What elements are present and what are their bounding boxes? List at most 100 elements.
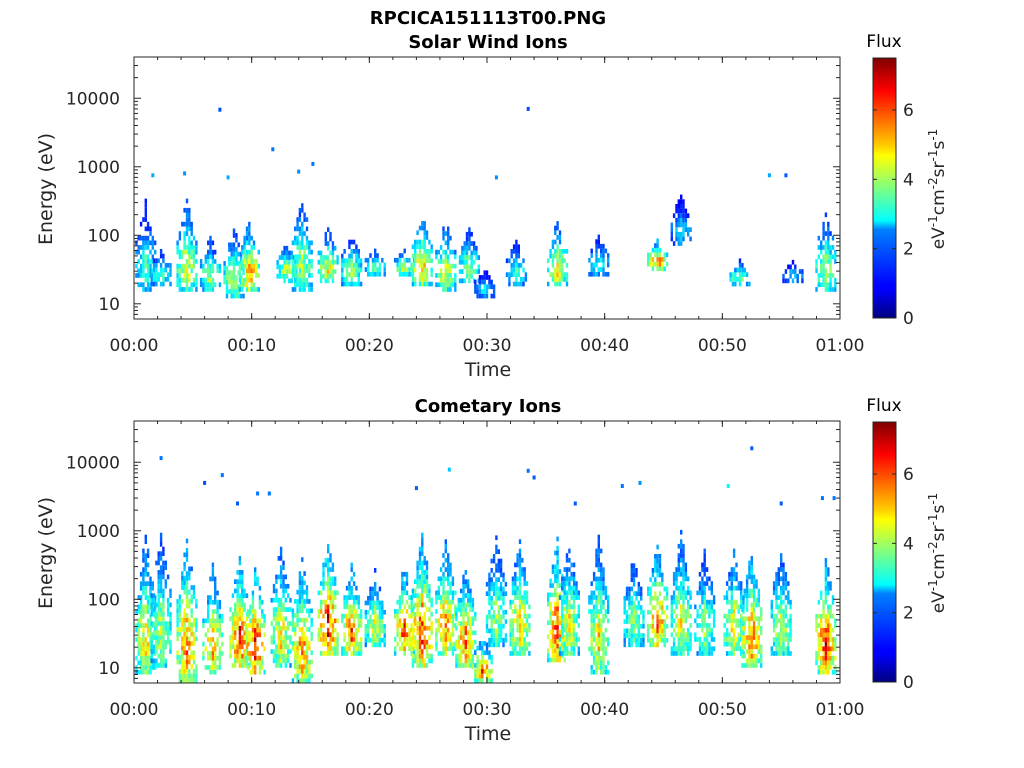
heatmap-cell — [418, 649, 422, 654]
heatmap-cell — [737, 581, 740, 586]
heatmap-cell — [468, 245, 471, 251]
heatmap-cell — [708, 609, 711, 614]
heatmap-cell — [483, 275, 486, 280]
heatmap-cell — [243, 282, 246, 288]
heatmap-cell — [176, 263, 179, 269]
heatmap-cell — [523, 641, 526, 647]
heatmap-cell — [523, 613, 526, 619]
heatmap-cell — [743, 267, 746, 273]
heatmap-cell — [287, 644, 290, 650]
heatmap-cell — [518, 632, 522, 638]
heatmap-cell — [705, 609, 709, 614]
heatmap-cell — [638, 480, 642, 485]
heatmap-cell — [515, 239, 518, 245]
heatmap-cell — [687, 585, 690, 591]
heatmap-cell — [748, 570, 751, 575]
heatmap-cell — [523, 571, 526, 577]
heatmap-cell — [481, 279, 484, 285]
heatmap-cell — [640, 623, 643, 629]
heatmap-cell — [250, 235, 253, 241]
x-axis-label: Time — [464, 359, 512, 381]
heatmap-cell — [245, 263, 249, 269]
heatmap-cell — [301, 650, 304, 656]
heatmap-cell — [232, 289, 236, 294]
heatmap-cell — [331, 259, 335, 265]
heatmap-cell — [166, 621, 170, 626]
heatmap-cell — [350, 281, 353, 287]
heatmap-cell — [350, 562, 353, 568]
heatmap-cell — [635, 619, 638, 624]
heatmap-cell — [181, 249, 184, 255]
heatmap-cell — [483, 289, 486, 294]
heatmap-cell — [251, 595, 255, 600]
heatmap-cell — [421, 625, 424, 631]
heatmap-cell — [817, 623, 820, 628]
heatmap-cell — [142, 571, 145, 577]
heatmap-cell — [822, 627, 825, 633]
heatmap-cell — [492, 572, 496, 578]
heatmap-cell — [327, 604, 330, 610]
heatmap-cell — [425, 625, 429, 631]
heatmap-cell — [423, 272, 426, 277]
heatmap-cell — [827, 641, 830, 647]
heatmap-cell — [169, 649, 172, 654]
heatmap-cell — [348, 590, 351, 596]
heatmap-cell — [146, 651, 150, 656]
heatmap-cell — [305, 608, 309, 614]
heatmap-cell — [414, 267, 417, 273]
heatmap-cell — [628, 628, 631, 634]
heatmap-cell — [310, 631, 313, 637]
heatmap-cell — [144, 198, 147, 204]
heatmap-cell — [178, 613, 182, 618]
heatmap-cell — [272, 630, 276, 636]
heatmap-cell — [630, 605, 633, 610]
heatmap-cell — [214, 660, 217, 666]
heatmap-cell — [502, 591, 505, 596]
heatmap-cell — [421, 551, 424, 556]
heatmap-cell — [272, 658, 276, 664]
heatmap-cell — [369, 623, 372, 629]
heatmap-cell — [236, 583, 239, 589]
heatmap-cell — [232, 256, 236, 262]
heatmap-cell — [670, 609, 673, 614]
heatmap-cell — [827, 567, 830, 572]
heatmap-cell — [284, 588, 287, 594]
heatmap-cell — [185, 212, 189, 218]
heatmap-cell — [523, 651, 526, 656]
heatmap-cell — [374, 600, 377, 606]
heatmap-cell — [694, 637, 697, 642]
heatmap-cell — [355, 263, 358, 268]
heatmap-cell — [345, 613, 349, 619]
heatmap-cell — [647, 257, 650, 262]
heatmap-cell — [303, 631, 306, 637]
heatmap-cell — [740, 595, 743, 600]
heatmap-cell — [345, 258, 349, 264]
heatmap-cell — [750, 630, 753, 636]
heatmap-cell — [511, 599, 515, 605]
heatmap-cell — [708, 604, 711, 610]
heatmap-cell — [525, 590, 529, 596]
heatmap-cell — [169, 644, 172, 650]
heatmap-cell — [418, 602, 422, 608]
heatmap-cell — [647, 591, 650, 596]
heatmap-cell — [296, 673, 299, 679]
heatmap-cell — [166, 277, 170, 282]
heatmap-cell — [157, 611, 160, 617]
heatmap-cell — [190, 226, 193, 232]
heatmap-cell — [430, 244, 433, 250]
heatmap-cell — [209, 240, 212, 246]
heatmap-cell — [782, 632, 785, 638]
heatmap-cell — [207, 665, 210, 670]
heatmap-cell — [635, 633, 638, 638]
heatmap-cell — [411, 263, 415, 268]
heatmap-cell — [348, 581, 351, 586]
heatmap-cell — [282, 639, 285, 645]
heatmap-cell — [383, 267, 386, 272]
heatmap-cell — [464, 602, 467, 608]
heatmap-cell — [680, 548, 683, 554]
heatmap-cell — [454, 623, 457, 628]
heatmap-cell — [447, 557, 450, 563]
heatmap-cell — [350, 585, 353, 591]
heatmap-cell — [164, 621, 167, 626]
heatmap-cell — [348, 272, 351, 277]
